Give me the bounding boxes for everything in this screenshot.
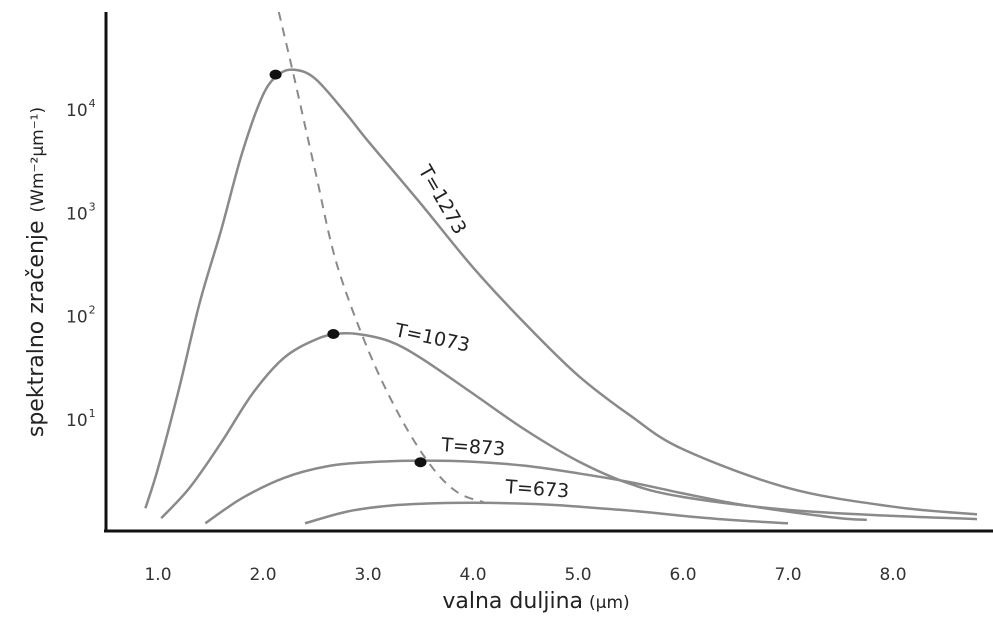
x-tick-label: 6.0 xyxy=(669,565,696,585)
x-tick-label: 7.0 xyxy=(774,565,801,585)
series-line-t873 xyxy=(204,459,867,525)
x-tick-label: 4.0 xyxy=(459,565,486,585)
peak-point xyxy=(327,328,340,339)
y-tick-label: 104 xyxy=(66,97,96,121)
y-tick-labels: 101 102 103 104 xyxy=(66,97,96,431)
peaks-layer xyxy=(269,69,427,468)
curves-layer xyxy=(144,68,978,525)
series-line-t1273 xyxy=(144,68,978,516)
y-tick-label: 103 xyxy=(66,200,96,224)
x-tick-label: 1.0 xyxy=(144,565,171,585)
peak-point xyxy=(414,457,427,468)
x-tick-label: 3.0 xyxy=(354,565,381,585)
series-label-t1273: T=1273 xyxy=(413,161,470,239)
series-labels: T=1273 T=1073 T=873 T=673 xyxy=(392,161,570,503)
x-tick-label: 5.0 xyxy=(564,565,591,585)
series-line-t673 xyxy=(304,501,789,525)
x-axis-label: valna duljina (μm) xyxy=(442,589,629,614)
wien-layer xyxy=(277,11,484,504)
series-label-t873: T=873 xyxy=(440,434,506,460)
y-tick-label: 102 xyxy=(66,304,96,328)
series-line-t1073 xyxy=(160,331,978,521)
series-label-t1073: T=1073 xyxy=(392,319,472,357)
wien-dashed-line xyxy=(277,11,484,504)
series-label-t673: T=673 xyxy=(504,476,570,502)
x-tick-label: 2.0 xyxy=(249,565,276,585)
y-tick-label: 101 xyxy=(66,407,96,431)
x-tick-label: 8.0 xyxy=(879,565,906,585)
peak-point xyxy=(269,69,282,80)
y-axis-label: spektralno zračenje(Wm⁻²μm⁻¹) xyxy=(24,107,49,437)
x-tick-labels: 1.0 2.0 3.0 4.0 5.0 6.0 7.0 8.0 xyxy=(144,565,906,585)
